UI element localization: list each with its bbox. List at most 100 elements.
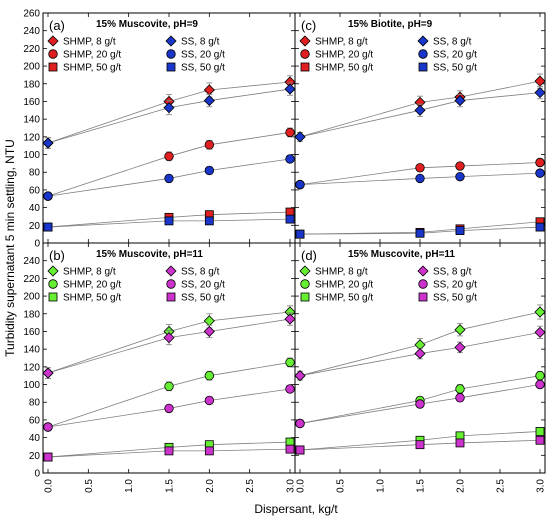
data-point [164,151,174,162]
data-point [455,393,465,403]
legend-marker [299,265,311,277]
data-point [454,324,466,336]
legend-label: SHMP, 50 g/t [63,293,121,304]
legend-marker [418,292,428,302]
legend-label: SHMP, 50 g/t [315,63,373,74]
series-ss-8-g-t [294,325,546,382]
data-point [164,381,174,392]
series-line [299,331,541,377]
data-point [42,137,54,149]
legend-entry: SS, 8 g/t [165,265,220,278]
data-point [535,435,545,445]
legend-label: SHMP, 8 g/t [63,267,116,278]
data-point [284,83,296,95]
legend-entry: SHMP, 50 g/t [48,63,121,74]
data-point [535,168,545,178]
legend-marker [166,49,176,59]
data-point [295,229,305,239]
data-point [204,140,215,150]
series-line [47,362,291,428]
y-tick-label: 0 [34,239,40,250]
data-point [204,370,215,381]
legend-entry: SHMP, 20 g/t [48,49,121,61]
legend-label: SS, 20 g/t [181,50,225,61]
y-tick-label: 240 [23,256,40,267]
x-tick-label: 0.5 [84,479,95,493]
series-line [299,92,541,138]
legend-label: SHMP, 20 g/t [315,280,373,291]
x-tick-label: 3.0 [536,479,547,493]
x-tick-label: 0.0 [296,479,307,493]
data-point [285,214,295,224]
data-point [204,216,214,226]
legend-label: SHMP, 8 g/t [315,37,368,48]
data-point [295,445,305,455]
y-tick-label: 80 [29,398,41,409]
series-line [47,158,291,197]
data-point [285,154,295,164]
legend-marker [418,49,428,59]
data-point [204,446,214,456]
legend-label: SS, 8 g/t [181,267,220,278]
series-line [299,439,541,451]
data-point [295,418,305,429]
data-point [42,367,54,379]
y-tick-label: 140 [23,115,40,126]
x-tick-label: 0.5 [336,479,347,493]
panel-label: (a) [49,18,65,33]
y-tick-label: 180 [23,79,40,90]
y-tick-label: 140 [23,345,40,356]
y-tick-label: 220 [23,274,40,285]
series-ss-50-g-t [43,444,295,462]
series-line [47,211,291,228]
data-point [415,228,425,238]
legend-label: SS, 8 g/t [433,267,472,278]
data-point [534,326,546,338]
series-line [299,162,541,186]
legend-marker [165,35,177,47]
legend-label: SS, 20 g/t [181,280,225,291]
legend-marker [48,279,58,289]
y-tick-label: 200 [23,62,40,73]
y-tick-label: 20 [29,221,41,232]
legend-marker [417,35,429,47]
data-point [203,325,215,338]
legend-marker [300,279,310,289]
y-tick-label: 40 [29,433,41,444]
legend-entry: SHMP, 50 g/t [300,63,373,74]
y-tick-label: 180 [23,309,40,320]
legend-entry: SHMP, 8 g/t [47,35,116,48]
data-point [164,403,174,414]
x-axis-label: Dispersant, kg/t [254,502,338,516]
series-line [299,384,541,424]
x-tick-label: 2.0 [456,479,467,493]
data-point [534,306,546,318]
legend-entry: SS, 20 g/t [418,279,477,291]
x-tick-label: 1.5 [165,479,176,493]
series-line [47,132,291,197]
panel-frame [294,12,546,244]
data-point [163,332,175,344]
legend-label: SHMP, 50 g/t [315,293,373,304]
data-point [455,438,465,448]
series-ss-20-g-t [43,384,295,432]
series-shmp-20-g-t [43,357,295,432]
data-point [455,226,465,236]
series-line [299,375,541,424]
data-point [455,384,465,394]
y-tick-label: 100 [23,380,40,391]
series-line [299,172,541,186]
data-point [285,357,295,368]
y-tick-label: 120 [23,132,40,143]
legend-entry: SS, 50 g/t [166,63,225,74]
legend-entry: SHMP, 8 g/t [47,265,116,278]
series-ss-8-g-t [42,82,296,149]
series-ss-20-g-t [295,379,545,429]
legend-entry: SHMP, 8 g/t [299,265,368,278]
legend-entry: SS, 50 g/t [418,292,477,304]
legend-marker [48,292,58,302]
series-ss-20-g-t [295,168,545,190]
y-tick-label: 0 [34,469,40,480]
y-tick-label: 20 [29,451,41,462]
